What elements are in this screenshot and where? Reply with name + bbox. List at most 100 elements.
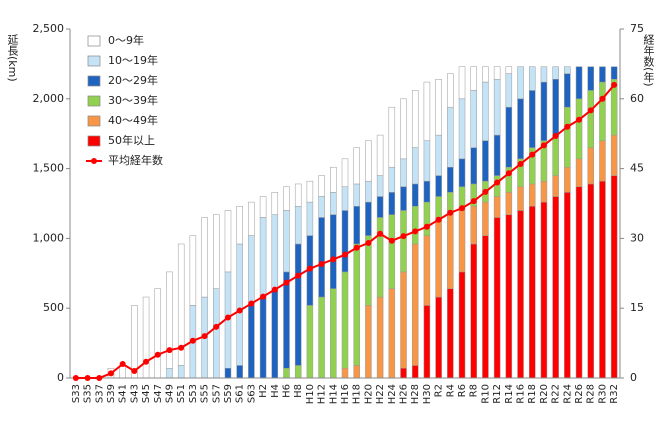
bar-segment [271,192,279,215]
x-tick-label: S55 [200,384,211,403]
bar-segment [236,243,243,366]
line-marker [470,198,477,205]
bar-segment [400,210,407,273]
line-marker [587,107,594,114]
bar-segment [306,305,314,379]
line-marker [540,142,547,149]
line-marker [459,205,466,212]
bar-segment [236,206,243,245]
bar-segment [166,271,173,369]
bar-segment [388,166,396,193]
bar-segment [610,175,618,379]
line-marker [423,223,430,230]
bar-segment [447,288,454,379]
bar-segment [353,365,360,379]
line-marker [166,347,173,354]
bar-segment [330,166,337,193]
line-marker [447,209,454,216]
bar-segment [411,90,419,148]
x-tick-label: S35 [83,384,94,403]
y-tick-label: 1,000 [33,231,65,244]
bar-segment [341,210,349,273]
bar-segment [564,166,571,193]
bar-segment [564,106,571,168]
x-tick-label: R16 [516,384,527,404]
bar-segment [482,81,489,141]
line-marker [353,244,360,251]
bar-segment [318,296,325,379]
bar-segment [388,214,396,289]
line-marker [435,216,442,223]
x-tick-label: H14 [328,384,339,404]
bar-segment [458,98,466,160]
line-marker [318,260,325,267]
line-marker [271,286,278,293]
x-tick-label: H6 [281,384,292,398]
bar-segment [493,66,501,80]
bar-segment [376,134,384,176]
legend-swatch [87,135,101,147]
x-tick-label: H26 [399,384,410,404]
x-tick-label: S45 [141,384,152,403]
bar-segment [259,296,267,379]
y2-tick-label: 30 [630,231,644,244]
bar-segment [213,214,220,289]
bar-segment [470,66,477,91]
legend-swatch [87,35,101,47]
bar-segment [423,81,431,141]
bar-segment [610,66,618,80]
x-tick-label: R8 [469,384,480,397]
bar-segment [318,217,325,298]
bar-segment [552,196,559,379]
bar-segment [435,175,442,197]
y2-tick-label: 45 [630,162,644,175]
x-tick-label: H20 [363,384,374,404]
x-tick-label: R22 [551,384,562,404]
x-tick-label: S39 [106,384,117,403]
bar-segment [224,210,232,273]
bar-segment [552,79,559,136]
bar-segment [505,66,513,74]
bar-segment [447,106,454,168]
bar-segment [341,271,349,369]
bar-segment [587,66,594,91]
bar-segment [470,243,477,379]
bar-segment [365,180,372,203]
line-marker [377,230,384,237]
line-marker [107,370,114,377]
line-marker [611,81,618,88]
x-tick-label: R2 [434,384,445,397]
bar-segment [224,367,232,379]
line-marker [236,307,243,314]
bar-segment [306,201,314,236]
x-tick-label: H24 [387,384,398,404]
bar-segment [458,158,466,187]
line-marker [283,279,290,286]
bar-segment [294,243,302,366]
bar-segment [482,201,489,236]
bar-segment [294,206,302,245]
legend-swatch [87,95,101,107]
bar-segment [248,201,255,236]
bar-segment [587,183,594,379]
y2-tick-label: 60 [630,92,644,105]
bar-segment [423,235,431,306]
bar-segment [482,235,489,379]
x-tick-label: S57 [211,384,222,403]
bar-segment [470,147,477,185]
bar-segment [599,140,606,182]
bar-segment [505,192,513,215]
bar-segment [400,367,407,379]
x-tick-label: S59 [223,384,234,403]
y-tick-label: 2,000 [33,92,65,105]
bar-segment [517,98,524,160]
x-tick-label: R30 [597,384,608,404]
legend-label: 50年以上 [108,133,155,147]
line-marker [529,151,536,158]
legend-label: 30～39年 [108,93,158,107]
line-marker [365,240,372,247]
line-marker [119,361,126,368]
bar-segment [201,217,208,298]
line-marker [131,368,138,375]
y-tick-label: 500 [43,301,64,314]
